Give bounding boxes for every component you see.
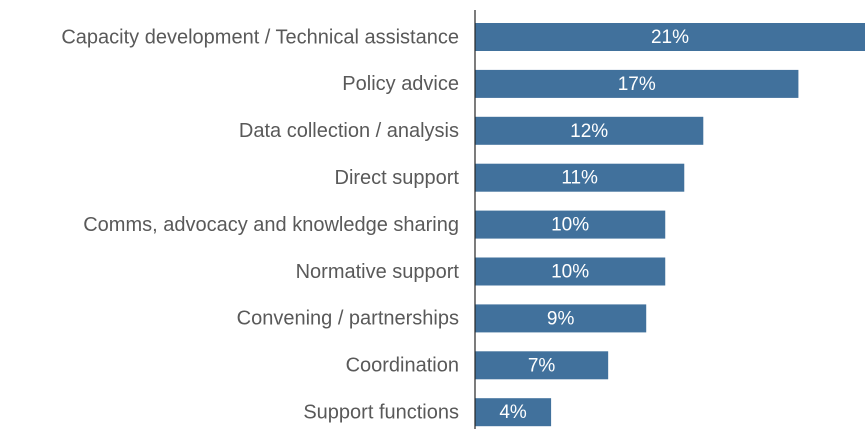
category-label: Comms, advocacy and knowledge sharing bbox=[83, 214, 459, 236]
category-label: Capacity development / Technical assista… bbox=[61, 26, 459, 48]
value-label: 11% bbox=[561, 168, 598, 189]
category-label: Coordination bbox=[346, 355, 459, 377]
category-label: Policy advice bbox=[342, 73, 459, 95]
value-label: 4% bbox=[499, 402, 527, 423]
bar bbox=[475, 398, 552, 427]
bar bbox=[475, 69, 799, 98]
value-label: 10% bbox=[551, 215, 589, 236]
category-label: Convening / partnerships bbox=[237, 308, 459, 330]
value-label: 21% bbox=[651, 27, 689, 48]
value-label: 9% bbox=[547, 308, 575, 329]
bar bbox=[475, 351, 609, 380]
bar bbox=[475, 116, 704, 145]
bar bbox=[475, 304, 647, 333]
bar bbox=[475, 257, 666, 286]
bar bbox=[475, 210, 666, 239]
category-label: Direct support bbox=[335, 167, 460, 189]
value-label: 10% bbox=[551, 262, 589, 283]
value-label: 12% bbox=[570, 121, 608, 142]
category-label: Normative support bbox=[296, 261, 460, 283]
category-label: Support functions bbox=[303, 401, 459, 423]
value-label: 7% bbox=[528, 355, 556, 376]
value-label: 17% bbox=[618, 74, 656, 95]
bar bbox=[475, 23, 865, 51]
bar bbox=[475, 163, 685, 192]
category-label: Data collection / analysis bbox=[239, 120, 459, 142]
